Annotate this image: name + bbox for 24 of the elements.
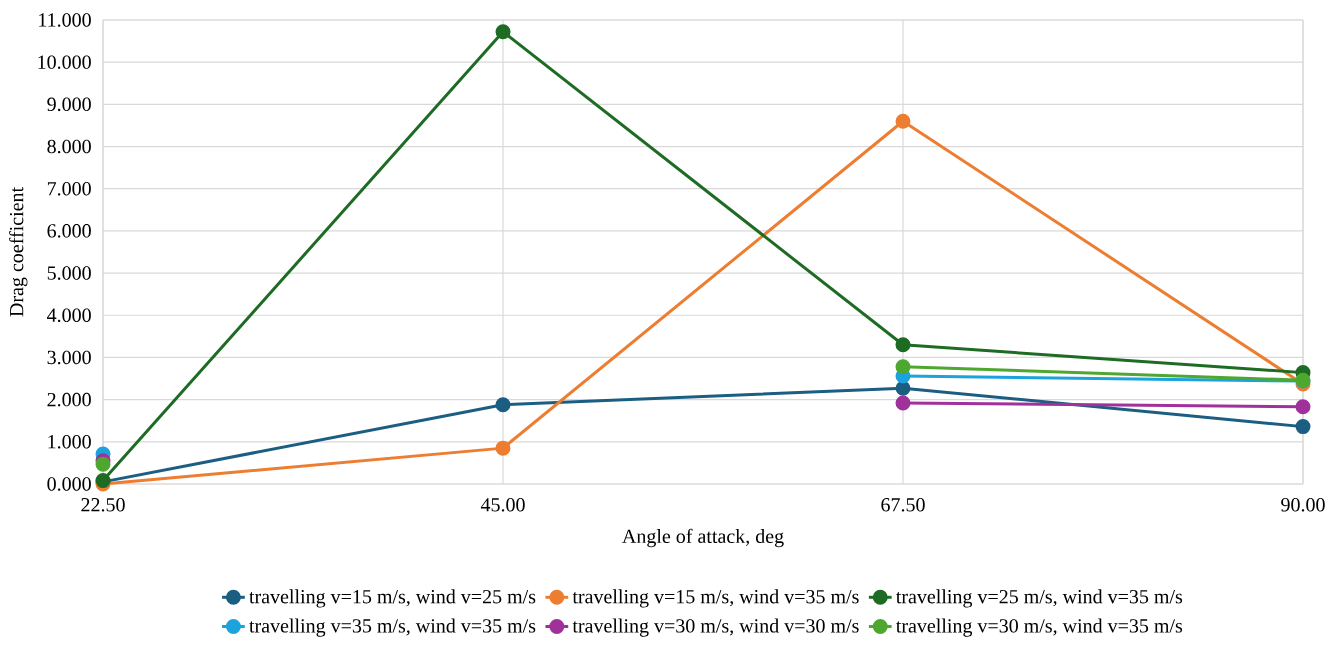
legend-label: travelling v=25 m/s, wind v=35 m/s (895, 589, 1183, 608)
y-tick-label: 5.000 (47, 266, 91, 280)
x-tick-label: 90.00 (1281, 498, 1325, 512)
legend-label: travelling v=15 m/s, wind v=35 m/s (572, 589, 859, 608)
legend-label: travelling v=30 m/s, wind v=30 m/s (572, 618, 859, 637)
x-tick-label: 45.00 (480, 498, 525, 512)
x-tick-label: 67.50 (881, 498, 925, 512)
y-tick-label: 6.000 (47, 224, 91, 238)
y-axis-title: Drag coefficient (9, 187, 28, 317)
y-tick-label: 2.000 (47, 392, 91, 407)
y-tick-label: 3.000 (47, 350, 91, 365)
x-axis-title: Angle of attack, deg (622, 528, 784, 548)
y-tick-label: 1.000 (48, 435, 91, 449)
y-tick-label: 4.000 (47, 308, 91, 323)
y-tick-label: 8.000 (47, 139, 91, 154)
legend-label: travelling v=35 m/s, wind v=35 m/s (249, 618, 536, 637)
x-tick-label: 22.50 (81, 498, 125, 512)
y-tick-label: 10.000 (38, 55, 91, 69)
y-tick-label: 11.000 (39, 13, 91, 27)
legend-label: travelling v=30 m/s, wind v=35 m/s (895, 618, 1183, 637)
y-tick-label: 0.000 (47, 477, 91, 491)
y-tick-label: 7.000 (47, 181, 91, 196)
y-tick-label: 9.000 (47, 97, 91, 112)
legend-label: travelling v=15 m/s, wind v=25 m/s (249, 589, 536, 608)
